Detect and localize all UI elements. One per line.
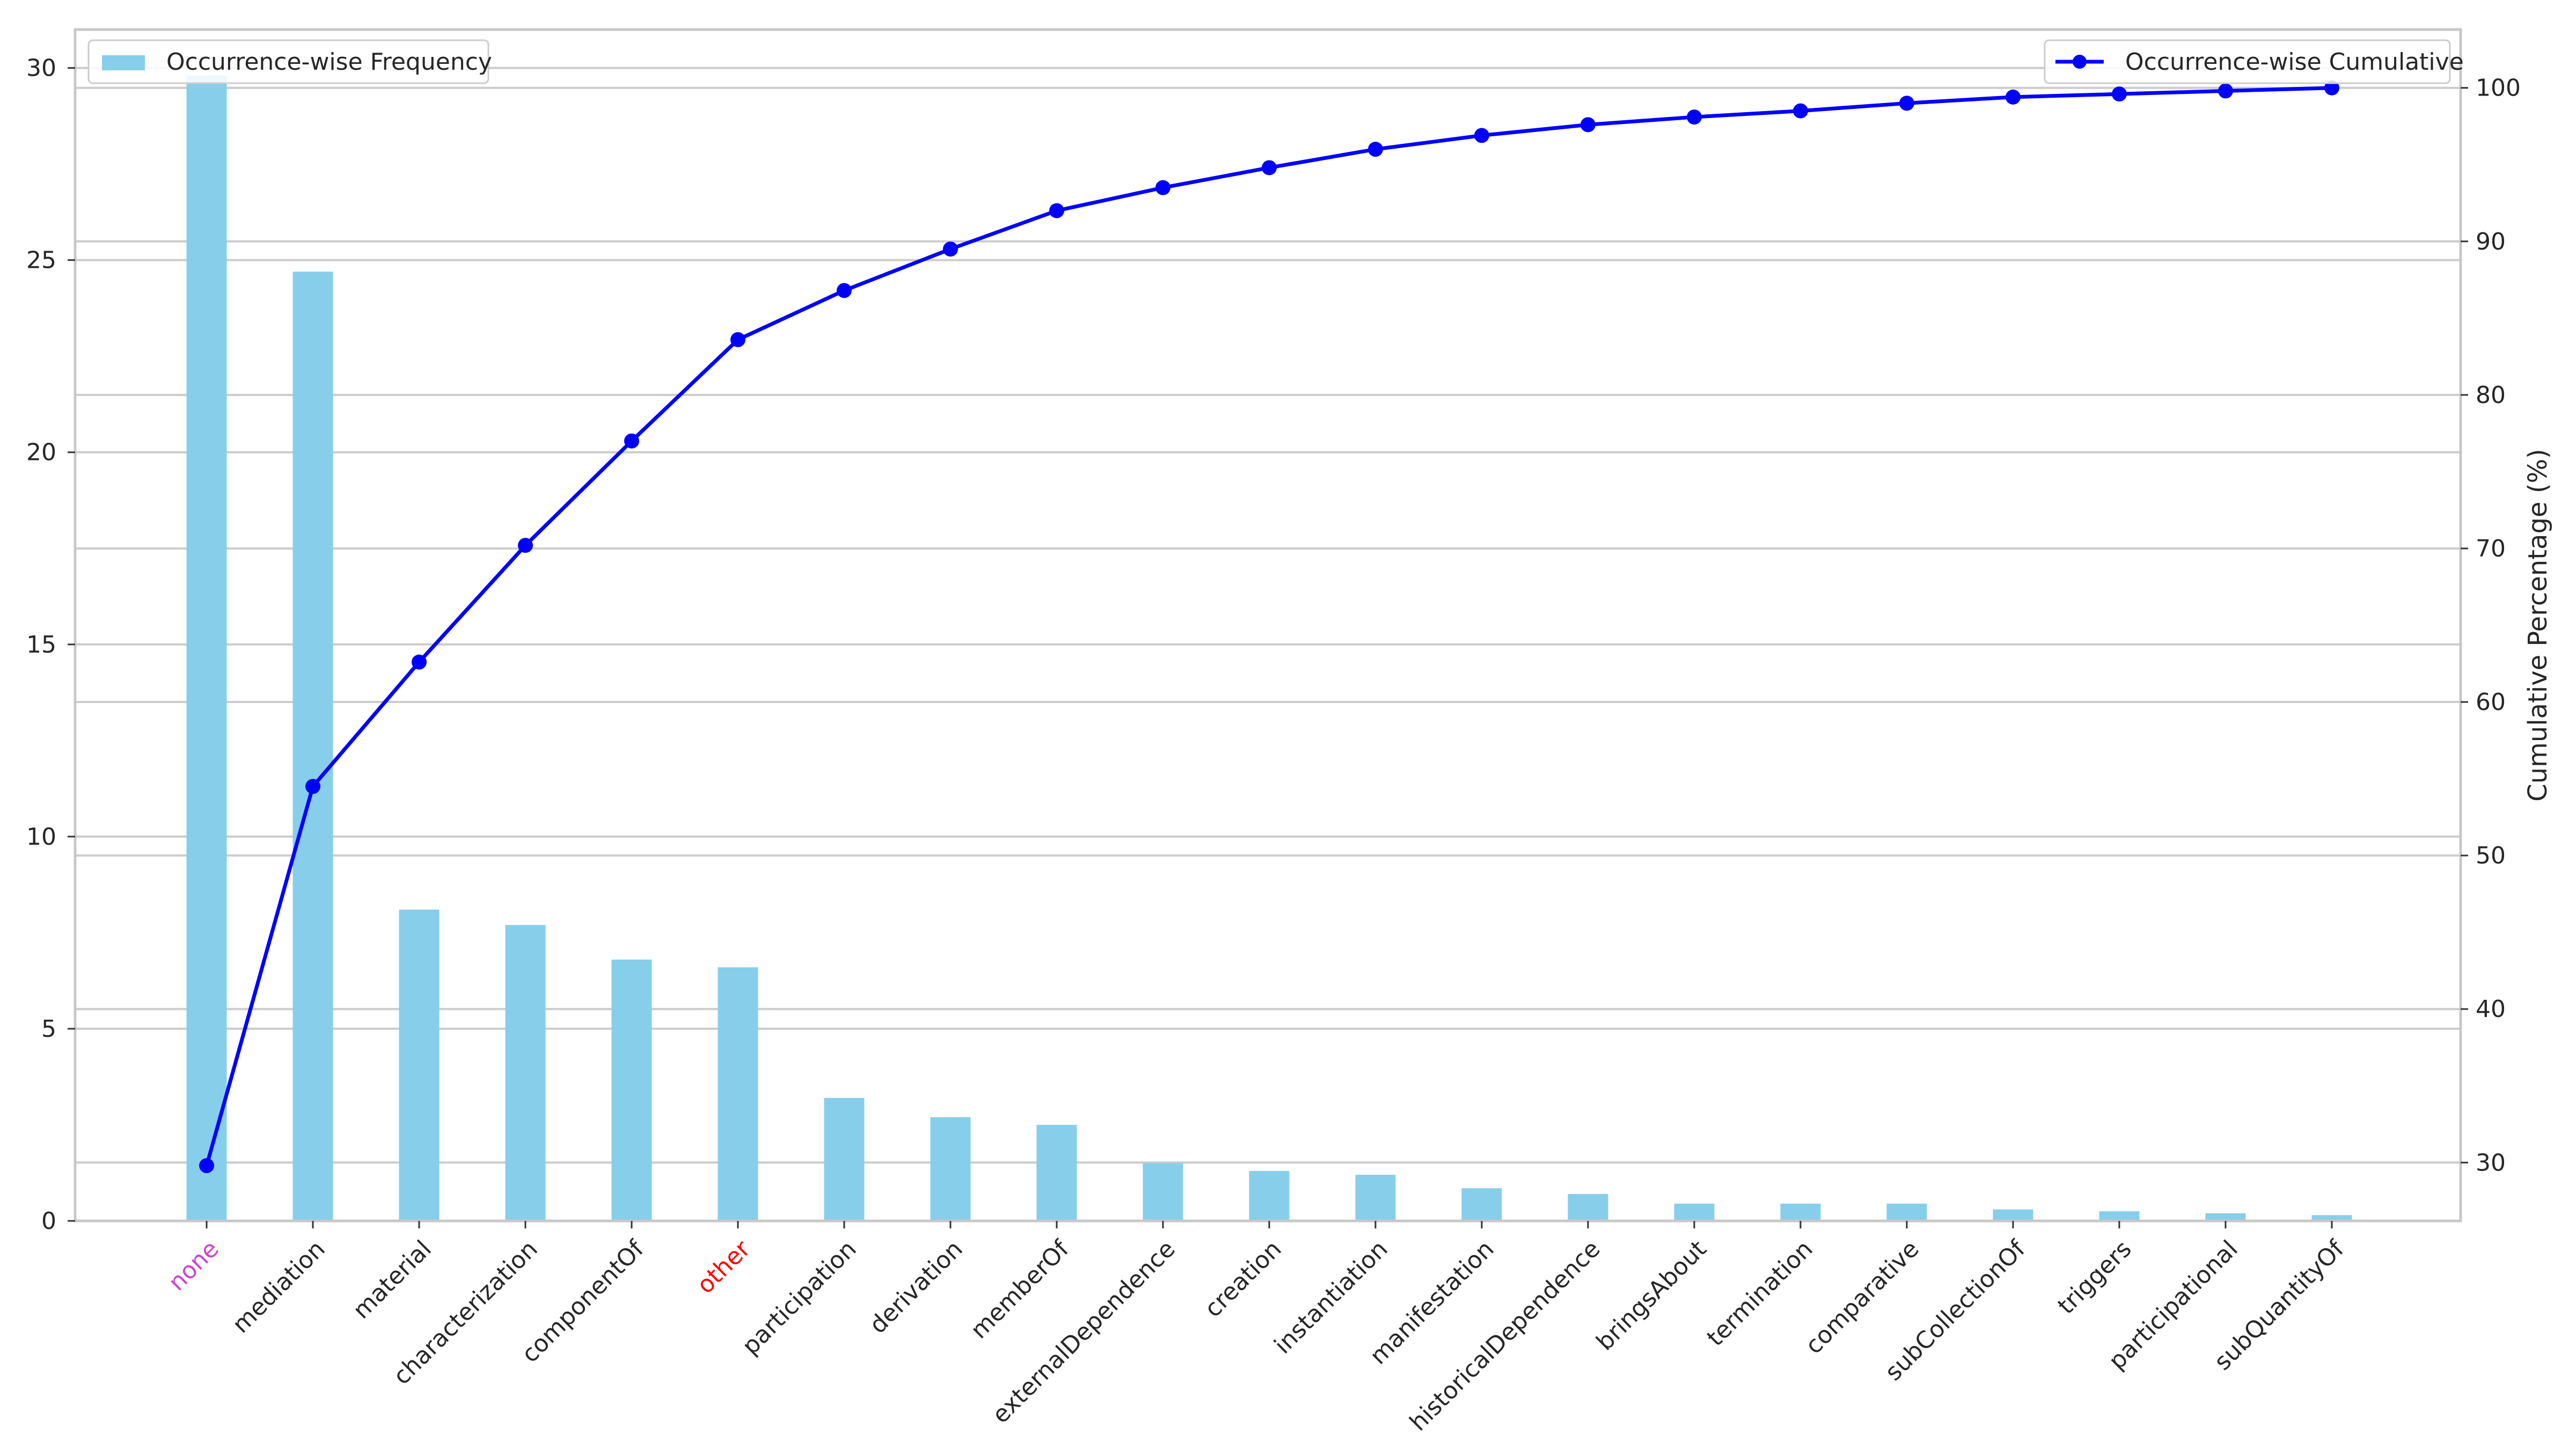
cumulative-point-externalDependence	[1155, 180, 1170, 195]
bar-participational	[2205, 1213, 2246, 1221]
cumulative-point-derivation	[943, 241, 958, 257]
cumulative-point-subCollectionOf	[2006, 89, 2021, 105]
cumulative-point-subQuantityOf	[2324, 80, 2339, 96]
legend-frequency: Occurrence-wise Frequency	[87, 39, 492, 84]
bar-externalDependence	[1143, 1163, 1183, 1221]
right-tick-label: 60	[2476, 689, 2506, 716]
legend-frequency-label: Occurrence-wise Frequency	[166, 48, 492, 76]
x-tick-label: triggers	[2052, 1235, 2136, 1320]
bar-instantiation	[1355, 1175, 1396, 1221]
bar-participation	[824, 1097, 865, 1221]
bar-componentOf	[611, 960, 652, 1221]
bar-bringsAbout	[1674, 1203, 1715, 1221]
cumulative-point-bringsAbout	[1687, 109, 1702, 125]
x-tick-label: externalDependence	[987, 1235, 1181, 1429]
left-tick-label: 20	[26, 439, 56, 466]
cumulative-point-material	[412, 654, 427, 670]
x-axis: none mediation materialcharacterizationcom…	[163, 1221, 2350, 1436]
legend-cumulative-label: Occurrence-wise Cumulative	[2125, 48, 2464, 76]
bar-creation	[1249, 1170, 1290, 1221]
bar-none	[186, 75, 227, 1221]
right-tick-label: 100	[2476, 75, 2521, 102]
right-tick-label: 40	[2476, 996, 2506, 1023]
left-tick-label: 5	[41, 1015, 56, 1043]
x-tick-label: mediation	[227, 1235, 331, 1339]
left-tick-label: 10	[26, 823, 56, 851]
bar-other	[718, 967, 758, 1221]
right-axis-title: Cumulative Percentage (%)	[2523, 449, 2553, 802]
bar-material	[399, 909, 440, 1221]
cumulative-point-triggers	[2112, 86, 2127, 102]
x-tick-label: historicalDependence	[1404, 1235, 1606, 1437]
bar-mediation	[292, 272, 333, 1221]
x-tick-label: derivation	[864, 1235, 968, 1339]
bar-historicalDependence	[1568, 1194, 1608, 1221]
left-tick-label: 15	[26, 631, 56, 658]
bar-subQuantityOf	[2311, 1215, 2352, 1221]
cumulative-line	[199, 80, 2339, 1174]
cumulative-point-componentOf	[624, 433, 639, 449]
cumulative-point-comparative	[1899, 96, 1914, 111]
bar-derivation	[930, 1117, 971, 1221]
legend-cumulative-marker	[2073, 55, 2087, 69]
frequency-bars	[186, 75, 2352, 1221]
cumulative-point-participation	[837, 283, 852, 298]
right-y-axis: 30 40 50 60 70 80 90 100	[2461, 75, 2521, 1176]
x-tick-label: creation	[1199, 1235, 1287, 1323]
cumulative-point-instantiation	[1368, 142, 1383, 157]
grid	[75, 67, 2461, 1222]
legend-cumulative: Occurrence-wise Cumulative	[2044, 39, 2464, 84]
cumulative-point-participational	[2218, 83, 2233, 99]
bar-termination	[1780, 1203, 1821, 1221]
bar-triggers	[2099, 1211, 2140, 1221]
cumulative-point-creation	[1262, 160, 1277, 175]
right-tick-label: 30	[2476, 1149, 2506, 1176]
right-tick-label: 50	[2476, 842, 2506, 869]
cumulative-point-none	[199, 1158, 214, 1174]
cumulative-point-memberOf	[1049, 203, 1064, 218]
x-tick-label: material	[348, 1235, 437, 1324]
cumulative-point-historicalDependence	[1580, 117, 1596, 133]
cumulative-point-manifestation	[1474, 128, 1489, 143]
x-tick-label: bringsAbout	[1591, 1235, 1712, 1356]
bar-subCollectionOf	[1993, 1209, 2033, 1221]
left-y-axis: 0 5 10 15 20 25 30	[26, 55, 75, 1235]
x-tick-label: other	[692, 1235, 756, 1299]
left-tick-label: 0	[41, 1208, 56, 1235]
plot-frame	[74, 28, 2462, 1223]
x-tick-label: termination	[1702, 1235, 1818, 1352]
bar-comparative	[1886, 1203, 1927, 1221]
left-tick-label: 25	[26, 247, 56, 274]
legend-frequency-swatch	[102, 55, 145, 70]
x-tick-label: memberOf	[965, 1235, 1075, 1344]
cumulative-point-termination	[1793, 103, 1808, 119]
cumulative-point-mediation	[305, 779, 320, 794]
bar-characterization	[505, 925, 546, 1221]
bar-memberOf	[1036, 1124, 1077, 1221]
cumulative-point-other	[730, 332, 745, 347]
right-tick-label: 80	[2476, 382, 2506, 409]
left-tick-label: 30	[26, 55, 56, 82]
x-tick-label: none	[163, 1235, 224, 1297]
right-tick-label: 70	[2476, 535, 2506, 562]
right-tick-label: 90	[2476, 228, 2506, 255]
cumulative-point-characterization	[518, 538, 533, 553]
bar-manifestation	[1461, 1188, 1502, 1221]
x-tick-label: participation	[737, 1235, 862, 1360]
